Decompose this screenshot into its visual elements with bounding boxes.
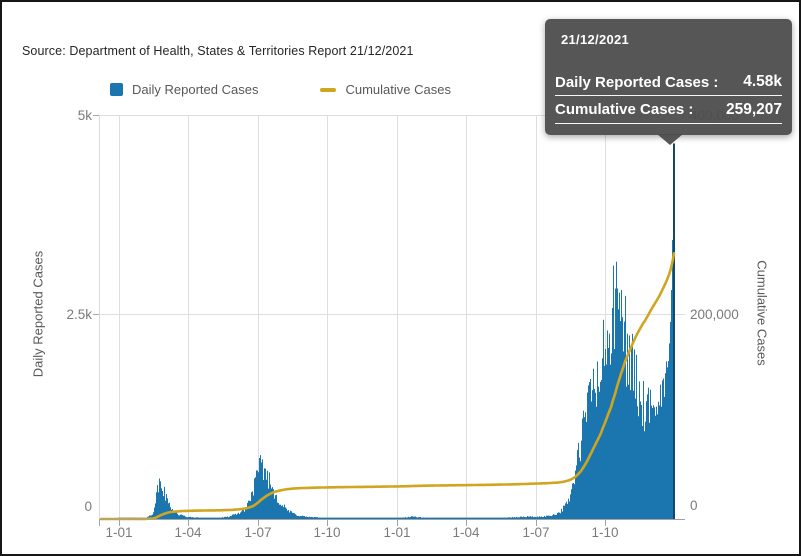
x-tick-7: 1-10: [591, 525, 619, 540]
tooltip-daily-value: 4.58k: [743, 73, 782, 90]
yellow-dash-icon: [320, 87, 337, 92]
legend-label-cumulative: Cumulative Cases: [345, 82, 451, 97]
y-tick-left-2500: 2.5k: [66, 307, 92, 322]
y-tick-right-0: 0: [690, 498, 698, 513]
blue-square-icon: [110, 83, 123, 96]
x-tick-6: 1-07: [522, 525, 550, 540]
x-tick-5: 1-04: [452, 525, 480, 540]
tooltip-date: 21/12/2021: [561, 32, 630, 47]
y-tick-left-5k: 5k: [77, 108, 92, 123]
legend-item-daily[interactable]: Daily Reported Cases: [110, 82, 258, 97]
tooltip-cumulative-value: 259,207: [725, 100, 782, 118]
x-tick-0: 1-01: [105, 525, 133, 540]
x-tick-1: 1-04: [174, 525, 202, 540]
left-tick-stub-5k: [93, 115, 99, 116]
y-tick-left-0: 0: [84, 499, 92, 514]
y-tick-right-200000: 200,000: [690, 307, 739, 322]
x-tick-3: 1-10: [313, 525, 341, 540]
tooltip-row-cumulative: Cumulative Cases : 259,207: [555, 96, 782, 124]
tooltip-body: Daily Reported Cases : 4.58k Cumulative …: [555, 69, 782, 124]
tooltip: 21/12/2021 Daily Reported Cases : 4.58k …: [545, 19, 792, 135]
tooltip-daily-label: Daily Reported Cases :: [555, 73, 719, 91]
legend: Daily Reported Cases Cumulative Cases: [110, 82, 451, 97]
y-axis-title-right: Cumulative Cases: [754, 260, 770, 366]
tooltip-row-daily: Daily Reported Cases : 4.58k: [555, 69, 782, 96]
legend-item-cumulative[interactable]: Cumulative Cases: [320, 82, 451, 97]
source-note: Source: Department of Health, States & T…: [22, 44, 414, 58]
x-tick-4: 1-01: [383, 525, 411, 540]
tooltip-pointer-icon: [657, 134, 683, 145]
tooltip-cumulative-label: Cumulative Cases :: [555, 101, 694, 118]
plot-svg[interactable]: [99, 115, 687, 529]
legend-label-daily: Daily Reported Cases: [132, 82, 259, 97]
left-tick-stub-2500: [93, 314, 99, 315]
x-tick-2: 1-07: [244, 525, 272, 540]
